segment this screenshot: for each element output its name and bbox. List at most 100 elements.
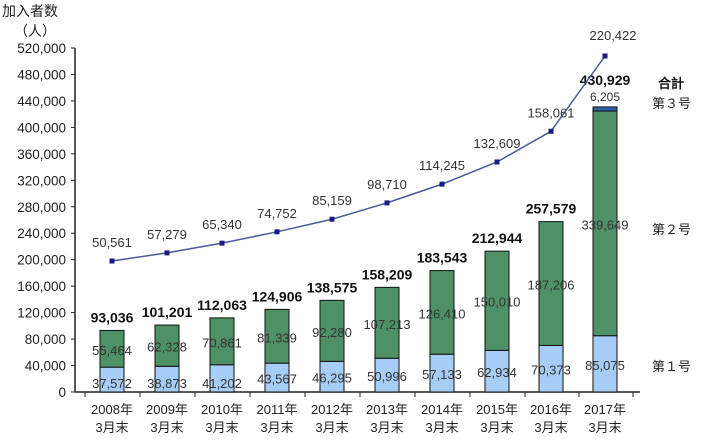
data-label-2: 187,206 [528, 278, 575, 293]
data-label-1: 37,572 [92, 376, 132, 391]
bar-2 [264, 308, 290, 364]
bar-1 [99, 366, 125, 393]
data-label-1: 38,873 [147, 376, 187, 391]
y-tick-label: 80,000 [25, 332, 66, 347]
y-tick-label: 520,000 [17, 41, 66, 56]
bar-1 [154, 365, 180, 393]
y-tick-label: 160,000 [17, 279, 66, 294]
total-label: 138,575 [307, 279, 358, 295]
y-tick-label: 320,000 [17, 173, 66, 188]
x-tick-label: 2011年 [257, 402, 298, 417]
y-tick-label: 480,000 [17, 67, 66, 82]
y-tick-label: 200,000 [17, 253, 66, 268]
data-label-1: 43,567 [257, 372, 297, 387]
x-tick-label: 2014年 [421, 402, 463, 417]
total-label: 101,201 [142, 304, 193, 320]
y-tick-label: 360,000 [17, 147, 66, 162]
x-tick-label: 3月末 [95, 420, 128, 435]
data-label-1: 70,373 [531, 363, 571, 378]
data-label-1: 41,202 [202, 376, 242, 391]
x-tick-label: 3月末 [480, 420, 513, 435]
y-axis-label-unit: （人） [14, 23, 56, 39]
line-label: 220,422 [590, 28, 637, 43]
bar-2 [592, 110, 618, 337]
data-label-2: 55,464 [92, 343, 132, 358]
x-tick-label: 2017年 [584, 402, 626, 417]
y-tick-label: 440,000 [17, 94, 66, 109]
y-axis-label: 加入者数 [2, 3, 58, 19]
x-tick-label: 2010年 [201, 402, 243, 417]
bar-2 [154, 324, 180, 367]
y-tick-label: 400,000 [17, 120, 66, 135]
bar-2 [99, 329, 125, 368]
line-label: 85,159 [312, 193, 352, 208]
line-point [329, 216, 335, 222]
bar-2 [538, 221, 564, 346]
x-tick-label: 3月末 [315, 420, 348, 435]
bar-2 [374, 286, 400, 359]
x-tick-label: 3月末 [205, 420, 238, 435]
line-label: 65,340 [202, 217, 242, 232]
line-label: 114,245 [419, 158, 465, 173]
data-label-2: 107,213 [364, 317, 411, 332]
x-tick-label: 2008年 [91, 402, 133, 417]
total-label: 124,906 [252, 288, 303, 304]
total-label: 212,944 [472, 230, 523, 246]
line-point [494, 159, 500, 165]
bar-2 [209, 317, 235, 366]
legend-series-2: 第２号 [652, 222, 691, 237]
data-label-1: 85,075 [585, 358, 625, 373]
data-label-2: 150,010 [474, 295, 521, 310]
line-point [384, 200, 390, 206]
bar-2 [429, 270, 455, 355]
total-label: 257,579 [526, 201, 577, 217]
x-tick-label: 3月末 [588, 420, 621, 435]
bar-1 [429, 353, 455, 393]
line-series [111, 55, 606, 262]
bar-1 [264, 362, 290, 393]
line-point [439, 181, 445, 187]
line-label: 57,279 [147, 227, 187, 242]
x-tick-label: 3月末 [534, 420, 567, 435]
x-tick-label: 3月末 [150, 420, 183, 435]
legend-series-3: 第３号 [652, 96, 691, 111]
bar-1 [538, 344, 564, 393]
total-label: 112,063 [197, 297, 247, 313]
total-label: 183,543 [417, 250, 468, 266]
data-label-1: 57,133 [422, 367, 462, 382]
bar-3 [592, 106, 618, 112]
data-label-1: 50,996 [367, 369, 407, 384]
line-label: 158,061 [528, 105, 575, 120]
data-label-2: 339,649 [582, 217, 629, 232]
line-point [219, 240, 225, 246]
x-tick-label: 3月末 [260, 420, 293, 435]
legend-total: 合計 [658, 76, 684, 91]
x-tick-label: 3月末 [425, 420, 458, 435]
x-tick-label: 3月末 [370, 420, 403, 435]
total-label: 158,209 [362, 266, 413, 282]
line-label: 50,561 [92, 235, 132, 250]
data-label-2: 92,280 [312, 325, 352, 340]
y-tick-label: 40,000 [25, 359, 66, 374]
line-label: 74,752 [257, 206, 297, 221]
bar-1 [484, 349, 510, 393]
y-tick-label: 240,000 [17, 226, 66, 241]
line-point [164, 250, 170, 256]
data-label-2: 126,410 [419, 306, 466, 321]
y-tick-label: 120,000 [17, 306, 66, 321]
x-tick-label: 2016年 [530, 402, 572, 417]
line-point [274, 229, 280, 235]
data-label-3: 6,205 [590, 90, 620, 104]
data-label-2: 62,328 [147, 340, 187, 355]
bar-2 [484, 250, 510, 351]
bar-1 [319, 360, 345, 393]
total-label: 93,036 [91, 309, 134, 325]
x-tick-label: 2012年 [311, 402, 353, 417]
data-label-1: 46,295 [312, 371, 352, 386]
y-tick-label: 0 [58, 385, 66, 400]
line-label: 98,710 [367, 177, 407, 192]
bar-2 [319, 299, 345, 362]
line-point [548, 128, 554, 134]
data-label-1: 62,934 [477, 365, 517, 380]
legend-series-1: 第１号 [652, 359, 691, 374]
